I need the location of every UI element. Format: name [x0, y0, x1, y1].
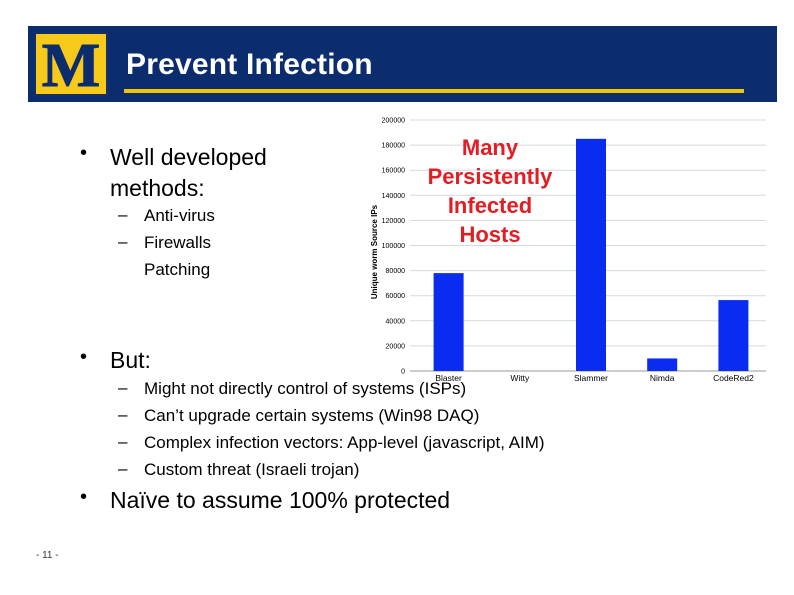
title-underline	[124, 89, 744, 93]
chart-bar-blaster	[433, 273, 464, 371]
page-number: - 11 -	[36, 550, 59, 561]
chart-y-tick-label: 120000	[382, 218, 405, 225]
chart-y-tick-label: 60000	[386, 293, 406, 300]
bullet-marker: •	[80, 142, 88, 164]
bullet-marker: •	[80, 486, 88, 508]
sub-bullet-win98: Can’t upgrade certain systems (Win98 DAQ…	[144, 406, 480, 425]
chart-y-tick-label: 0	[401, 369, 405, 376]
chart-x-tick-label: CodeRed2	[713, 373, 754, 383]
dash-marker: –	[118, 232, 128, 251]
bullet-naive: Naïve to assume 100% protected	[110, 487, 451, 513]
annotation-line: Persistently	[427, 164, 553, 189]
chart-bar-nimda	[647, 358, 678, 371]
chart-y-tick-label: 160000	[382, 168, 405, 175]
annotation-line: Many	[461, 135, 519, 160]
dash-marker: –	[118, 405, 128, 424]
chart-x-tick-label: Witty	[510, 373, 530, 383]
sub-bullet-patching: Patching	[144, 260, 211, 279]
sub-bullet-trojan: Custom threat (Israeli trojan)	[144, 460, 360, 479]
chart-annotation: Many Persistently Infected Hosts	[412, 133, 568, 249]
chart-y-tick-label: 100000	[382, 243, 405, 250]
chart-y-tick-label: 20000	[386, 343, 406, 350]
worm-source-ip-chart: 0 20000 40000 60000 80000 100000 120000 140000 1…	[370, 118, 766, 383]
dash-marker: –	[118, 378, 128, 397]
bullet-well-developed: Well developed methods:	[110, 144, 267, 201]
sub-bullet-isps: Might not directly control of systems (I…	[144, 379, 467, 398]
chart-y-axis-label: Unique worm Source IPs	[370, 204, 379, 299]
bullet-marker: •	[80, 346, 88, 368]
chart-y-tick-label: 80000	[386, 268, 406, 275]
slide-title: Prevent Infection	[126, 48, 373, 81]
chart-x-tick-label: Nimda	[650, 373, 675, 383]
dash-marker: –	[118, 432, 128, 451]
logo-letter: M	[42, 34, 101, 94]
sub-bullet-firewalls: Firewalls	[144, 233, 212, 252]
chart-y-tick-label: 180000	[382, 143, 405, 150]
dash-marker: –	[118, 205, 128, 224]
annotation-line: Hosts	[459, 222, 521, 247]
slide-header: M Prevent Infection	[28, 26, 777, 102]
bullet-but: But:	[110, 347, 151, 373]
chart-x-tick-label: Blaster	[435, 373, 462, 383]
university-logo: M	[34, 32, 108, 96]
annotation-line: Infected	[447, 193, 533, 218]
chart-y-tick-label: 40000	[386, 318, 406, 325]
sub-bullet-vectors: Complex infection vectors: App-level (ja…	[144, 433, 545, 452]
sub-bullet-antivirus: Anti-virus	[144, 206, 215, 225]
chart-bar-codered2	[718, 300, 749, 371]
chart-bar-slammer	[576, 138, 606, 371]
chart-y-tick-label: 200000	[382, 118, 405, 125]
dash-marker: –	[118, 459, 128, 478]
chart-x-tick-label: Slammer	[574, 373, 608, 383]
chart-y-tick-label: 140000	[382, 193, 405, 200]
